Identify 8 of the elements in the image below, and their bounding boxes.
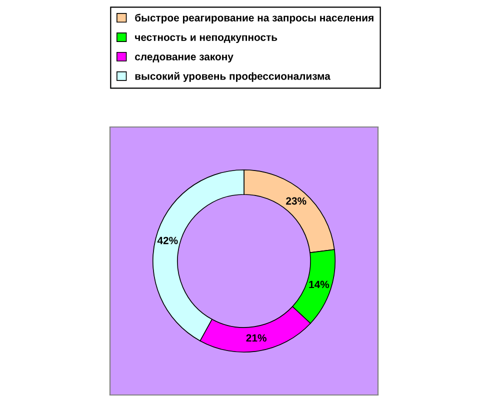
legend-label: следование закону	[135, 54, 234, 62]
legend-label: высокий уровень профессионализма	[135, 72, 330, 82]
legend-label: честность и неподкупность	[135, 35, 278, 43]
legend-label: быстрое реагирование на запросы населения	[135, 14, 374, 24]
data-label: 14%	[309, 280, 330, 288]
data-label: 42%	[157, 236, 178, 244]
data-label: 23%	[286, 197, 306, 205]
data-label: 21%	[246, 334, 266, 342]
